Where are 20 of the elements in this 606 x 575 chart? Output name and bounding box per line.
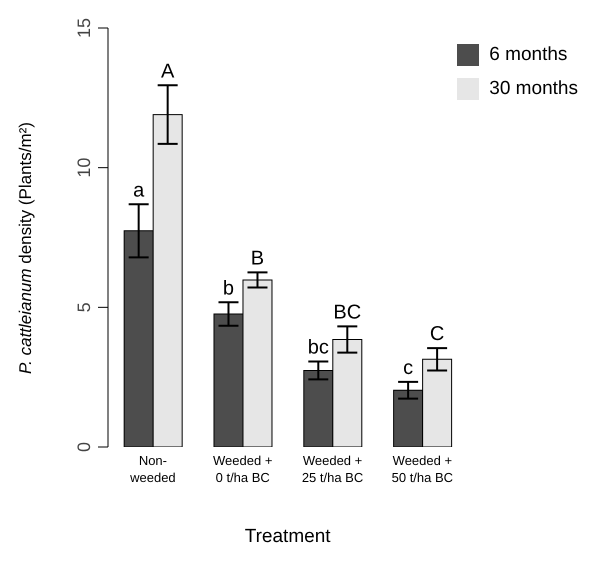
y-tick-label: 5 — [74, 302, 94, 312]
x-tick-label: Weeded + 50 t/ha BC — [392, 453, 454, 485]
annotation: a — [133, 179, 146, 202]
x-axis-title: Treatment — [244, 526, 332, 547]
legend-label: 30 months — [489, 77, 578, 101]
x-tick-label: Weeded + 0 t/ha BC — [213, 453, 272, 485]
annotation: BC — [333, 301, 362, 324]
legend-label: 6 months — [489, 43, 568, 67]
y-tick-label: 0 — [74, 442, 94, 452]
y-tick-label: 10 — [74, 158, 94, 178]
x-tick-label: Weeded + 25 t/ha BC — [302, 453, 364, 485]
annotation: c — [403, 356, 414, 379]
annotation: bc — [308, 336, 329, 359]
y-axis-title: P. cattleianum density (Plants/m²) — [16, 122, 36, 374]
annotation: C — [430, 323, 444, 346]
annotation: B — [250, 247, 264, 270]
y-tick-label: 15 — [74, 18, 94, 38]
x-tick-label: Non- weeded — [129, 453, 176, 485]
annotation: A — [160, 60, 175, 82]
annotation: b — [222, 277, 234, 300]
